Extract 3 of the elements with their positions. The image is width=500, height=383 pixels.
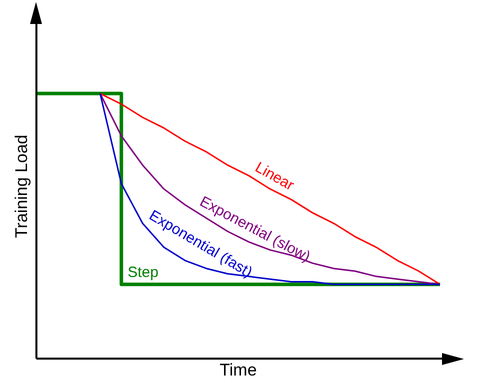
series-label: Step (128, 264, 158, 282)
x-axis-title: Time (220, 360, 257, 380)
y-axis-title: Training Load (12, 134, 31, 238)
